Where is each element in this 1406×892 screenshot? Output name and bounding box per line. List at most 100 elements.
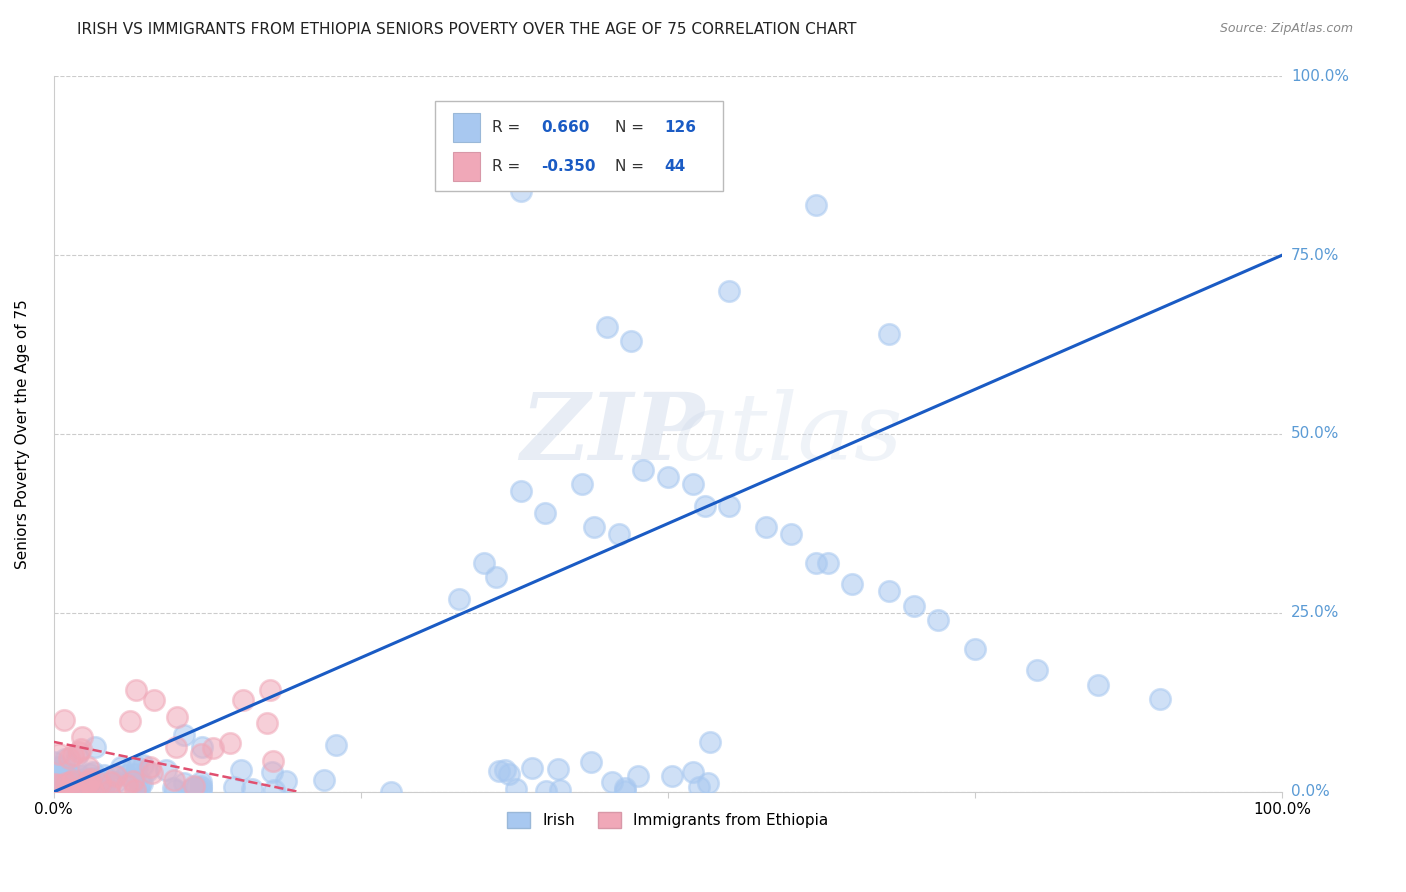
Point: [66, 749, 89, 764]
Point: [173, 728, 195, 742]
Point: [547, 763, 569, 777]
Point: [627, 769, 650, 783]
Point: [77, 775, 100, 789]
Point: [141, 765, 163, 780]
Text: R =: R =: [492, 120, 526, 136]
Point: [1025, 663, 1047, 677]
Point: [143, 692, 166, 706]
Point: [76, 782, 98, 797]
Point: [132, 758, 155, 772]
Point: [80, 783, 103, 797]
Point: [380, 785, 402, 799]
Bar: [453, 113, 479, 142]
Point: [534, 506, 557, 520]
Point: [46, 764, 69, 778]
Point: [110, 760, 132, 774]
Point: [73, 784, 96, 798]
Point: [77, 774, 100, 789]
Point: [633, 463, 655, 477]
Point: [190, 780, 212, 795]
Point: [76, 780, 98, 794]
Point: [62, 782, 84, 797]
Text: 50.0%: 50.0%: [1291, 426, 1339, 442]
Point: [688, 780, 710, 794]
Point: [118, 714, 141, 728]
Point: [129, 776, 152, 790]
Point: [98, 784, 121, 798]
Point: [67, 773, 90, 788]
Point: [1149, 692, 1171, 706]
Point: [180, 781, 202, 796]
Point: [97, 781, 120, 796]
Point: [58, 751, 80, 765]
Point: [66, 772, 89, 786]
Point: [190, 784, 212, 798]
Point: [472, 556, 495, 570]
Point: [125, 760, 148, 774]
Point: [122, 761, 145, 775]
Point: [79, 772, 101, 786]
Point: [122, 773, 145, 788]
Point: [498, 767, 520, 781]
Point: [128, 782, 150, 797]
Point: [804, 556, 827, 570]
Point: [46, 765, 69, 780]
Point: [53, 773, 76, 788]
Point: [718, 284, 741, 298]
Text: N =: N =: [616, 159, 650, 174]
Point: [155, 763, 177, 777]
Point: [841, 577, 863, 591]
Point: [242, 781, 264, 796]
Point: [82, 765, 104, 780]
Point: [48, 760, 70, 774]
Point: [53, 752, 76, 766]
Point: [595, 319, 617, 334]
Point: [55, 776, 77, 790]
Point: [224, 780, 246, 794]
Point: [162, 781, 184, 796]
Point: [325, 738, 347, 752]
Point: [232, 693, 254, 707]
Point: [48, 747, 70, 762]
Point: [488, 764, 510, 779]
Point: [59, 785, 82, 799]
Point: [69, 773, 91, 788]
Point: [114, 768, 136, 782]
Point: [191, 739, 214, 754]
Point: [804, 198, 827, 212]
Point: [583, 520, 606, 534]
Point: [51, 781, 73, 796]
Point: [76, 780, 98, 794]
Point: [44, 777, 66, 791]
Point: [104, 769, 127, 783]
Point: [48, 783, 70, 797]
Point: [755, 520, 778, 534]
Point: [124, 783, 146, 797]
Point: [103, 767, 125, 781]
Point: [69, 741, 91, 756]
Point: [93, 779, 115, 793]
Point: [166, 710, 188, 724]
Point: [55, 770, 77, 784]
Point: [817, 556, 839, 570]
Point: [183, 779, 205, 793]
Point: [58, 766, 80, 780]
Point: [274, 774, 297, 789]
Text: ZIP: ZIP: [520, 389, 704, 479]
Point: [93, 768, 115, 782]
Point: [44, 780, 66, 794]
Point: [45, 777, 67, 791]
Point: [485, 570, 508, 584]
Text: R =: R =: [492, 159, 526, 174]
Text: IRISH VS IMMIGRANTS FROM ETHIOPIA SENIORS POVERTY OVER THE AGE OF 75 CORRELATION: IRISH VS IMMIGRANTS FROM ETHIOPIA SENIOR…: [77, 22, 856, 37]
Point: [534, 783, 557, 797]
Point: [260, 764, 283, 779]
Point: [607, 527, 630, 541]
Point: [780, 527, 803, 541]
Point: [82, 784, 104, 798]
Point: [219, 736, 242, 750]
Point: [89, 776, 111, 790]
Point: [62, 772, 84, 787]
Point: [494, 763, 516, 777]
Point: [70, 769, 93, 783]
